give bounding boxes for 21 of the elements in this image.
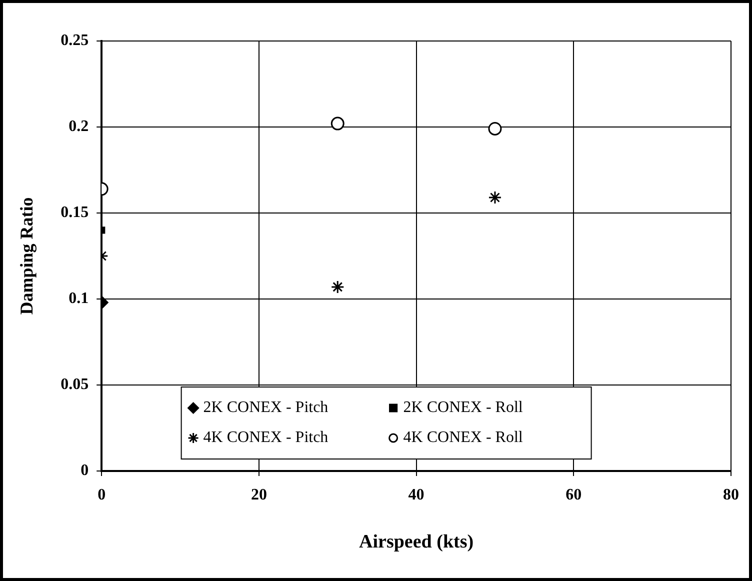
y-tick-label: 0.05 [60, 376, 89, 394]
y-axis-title: Damping Ratio [16, 197, 36, 315]
legend-label: 2K CONEX - Pitch [203, 399, 328, 416]
x-tick-label: 40 [408, 486, 424, 504]
y-tick-label: 0.15 [60, 204, 89, 222]
y-tick-label: 0.1 [68, 290, 89, 308]
legend-label: 2K CONEX - Roll [403, 399, 524, 416]
x-tick-label: 80 [723, 486, 739, 504]
y-tick-label: 0 [80, 462, 89, 480]
x-tick-label: 20 [250, 486, 267, 504]
x-tick-label: 60 [566, 486, 582, 504]
point [488, 190, 502, 204]
x-tick-label: 0 [98, 486, 106, 504]
point [488, 122, 502, 136]
legend-label: 4K CONEX - Roll [403, 429, 524, 446]
legend-label: 4K CONEX - Pitch [203, 429, 328, 446]
y-tick-label: 0.25 [60, 32, 89, 50]
point [330, 280, 344, 294]
y-tick-label: 0.2 [68, 118, 89, 136]
point [330, 116, 344, 130]
x-axis-title: Airspeed (kts) [359, 532, 474, 553]
